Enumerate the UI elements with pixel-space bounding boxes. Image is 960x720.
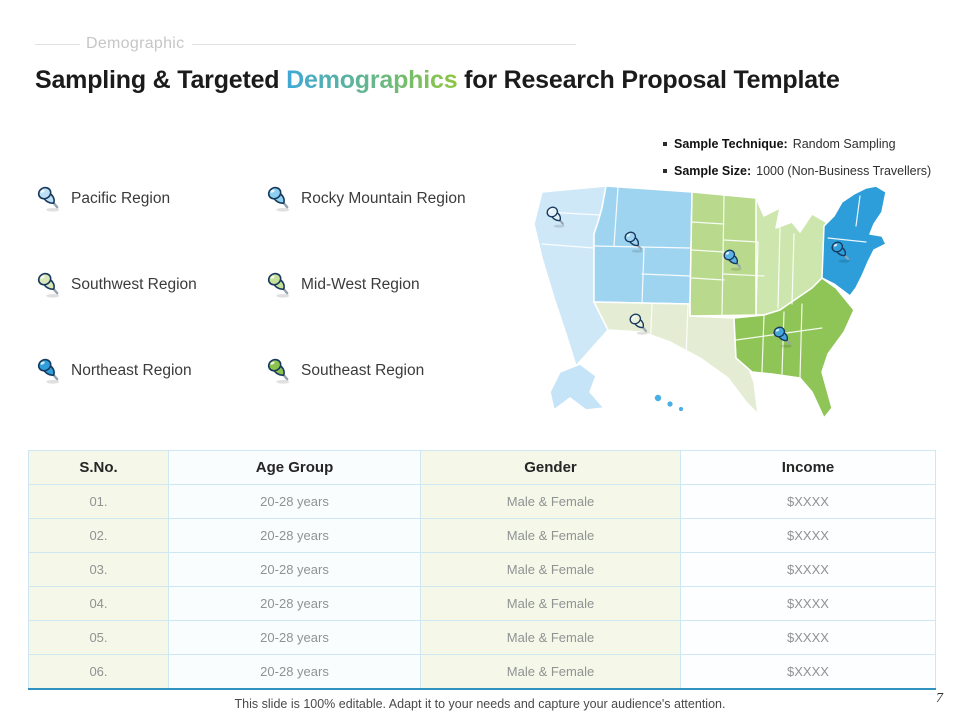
cell-income: $XXXX <box>680 484 936 519</box>
table-row: 02. 20-28 years Male & Female $XXXX <box>28 518 936 553</box>
map-region-alaska <box>549 363 605 411</box>
header-income: Income <box>680 450 936 485</box>
sample-info-value: 1000 (Non-Business Travellers) <box>756 164 932 178</box>
cell-age-group: 20-28 years <box>168 484 421 519</box>
cell-gender: Male & Female <box>420 654 681 690</box>
region-label: Mid-West Region <box>301 276 420 293</box>
map-region-southwest <box>593 301 759 415</box>
table-row: 04. 20-28 years Male & Female $XXXX <box>28 586 936 621</box>
cell-gender: Male & Female <box>420 586 681 621</box>
pushpin-icon <box>35 271 61 299</box>
title-suffix: for Research Proposal Template <box>457 66 840 94</box>
pushpin-icon <box>35 357 61 385</box>
state-borders <box>541 186 867 379</box>
cell-age-group: 20-28 years <box>168 620 421 655</box>
demographics-table: S.No. Age Group Gender Income 01. 20-28 … <box>28 450 936 690</box>
region-label: Southwest Region <box>71 276 197 293</box>
cell-age-group: 20-28 years <box>168 586 421 621</box>
aleutian-islands <box>537 409 555 421</box>
cell-income: $XXXX <box>680 552 936 587</box>
cell-gender: Male & Female <box>420 518 681 553</box>
cell-income: $XXXX <box>680 586 936 621</box>
region-label: Northeast Region <box>71 362 192 379</box>
cell-age-group: 20-28 years <box>168 518 421 553</box>
eyebrow-line-right <box>192 43 577 45</box>
table-row: 05. 20-28 years Male & Female $XXXX <box>28 620 936 655</box>
region-legend-item: Mid-West Region <box>265 270 515 300</box>
cell-age-group: 20-28 years <box>168 552 421 587</box>
pushpin-icon <box>265 357 291 385</box>
sample-info: Sample Technique: Random Sampling Sample… <box>663 137 931 191</box>
region-legend-item: Southeast Region <box>265 356 515 386</box>
table-row: 01. 20-28 years Male & Female $XXXX <box>28 484 936 519</box>
region-legend: Pacific Region Rocky Mountain Region Sou… <box>35 184 515 386</box>
cell-sno: 05. <box>28 620 169 655</box>
us-map <box>533 185 887 421</box>
table-row: 03. 20-28 years Male & Female $XXXX <box>28 552 936 587</box>
eyebrow-label: Demographic <box>86 35 185 52</box>
sample-info-item: Sample Size: 1000 (Non-Business Travelle… <box>663 164 931 178</box>
title-accent: Demographics <box>286 66 458 94</box>
region-label: Rocky Mountain Region <box>301 190 466 207</box>
cell-age-group: 20-28 years <box>168 654 421 690</box>
title-prefix: Sampling & Targeted <box>35 66 287 94</box>
cell-sno: 04. <box>28 586 169 621</box>
eyebrow: Demographic <box>35 34 595 54</box>
header-sno: S.No. <box>28 450 169 485</box>
map-region-southeast <box>733 277 855 419</box>
sample-info-value: Random Sampling <box>792 137 896 151</box>
table-header: S.No. Age Group Gender Income <box>28 450 936 485</box>
sample-info-item: Sample Technique: Random Sampling <box>663 137 931 151</box>
cell-sno: 03. <box>28 552 169 587</box>
header-age-group: Age Group <box>168 450 421 485</box>
region-label: Pacific Region <box>71 190 171 207</box>
footer-note: This slide is 100% editable. Adapt it to… <box>234 697 726 711</box>
bullet-square-icon <box>663 169 667 173</box>
cell-gender: Male & Female <box>420 552 681 587</box>
usa-region-map <box>524 182 904 422</box>
page-title: Sampling & Targeted Demographics for Res… <box>35 66 935 95</box>
region-legend-item: Southwest Region <box>35 270 265 300</box>
sample-info-label: Sample Size: <box>674 164 752 178</box>
cell-income: $XXXX <box>680 518 936 553</box>
cell-income: $XXXX <box>680 620 936 655</box>
cell-sno: 06. <box>28 654 169 690</box>
bullet-square-icon <box>663 142 667 146</box>
region-label: Southeast Region <box>301 362 425 379</box>
cell-sno: 02. <box>28 518 169 553</box>
page-number: 7 <box>936 691 943 706</box>
region-legend-item: Pacific Region <box>35 184 265 214</box>
region-legend-item: Northeast Region <box>35 356 265 386</box>
cell-gender: Male & Female <box>420 620 681 655</box>
pushpin-icon <box>265 185 291 213</box>
pushpin-icon <box>35 185 61 213</box>
cell-income: $XXXX <box>680 654 936 690</box>
table-row: 06. 20-28 years Male & Female $XXXX <box>28 654 936 690</box>
eyebrow-line-left <box>35 43 80 45</box>
cell-gender: Male & Female <box>420 484 681 519</box>
map-region-hawaii <box>654 394 684 412</box>
sample-info-label: Sample Technique: <box>674 137 788 151</box>
region-legend-item: Rocky Mountain Region <box>265 184 515 214</box>
pushpin-icon <box>265 271 291 299</box>
cell-sno: 01. <box>28 484 169 519</box>
header-gender: Gender <box>420 450 681 485</box>
